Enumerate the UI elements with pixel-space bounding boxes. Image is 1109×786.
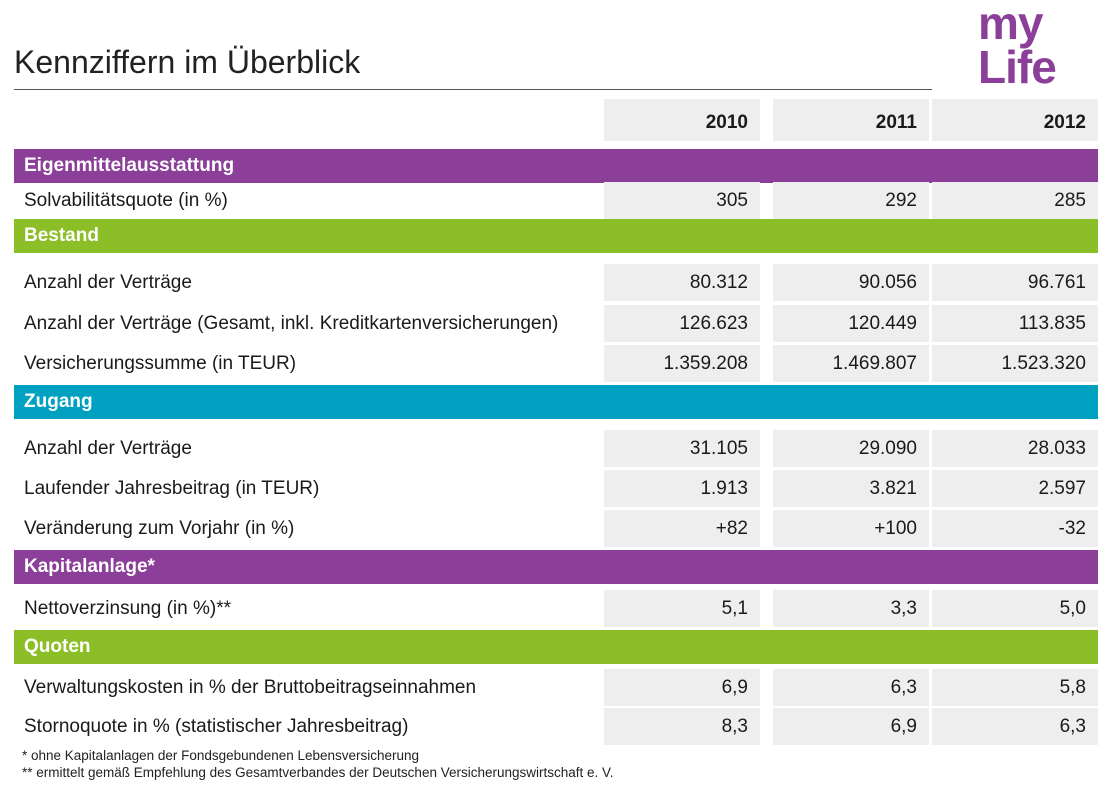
row-label: Versicherungssumme (in TEUR) xyxy=(24,353,297,374)
value-cell-2010: 31.105 xyxy=(604,430,760,467)
value-cell-2012: 5,0 xyxy=(932,590,1098,627)
value-cell-2010: +82 xyxy=(604,510,760,547)
section-header: Quoten xyxy=(14,630,1098,664)
value-cell-2012: 6,3 xyxy=(932,708,1098,745)
row-label: Anzahl der Verträge (Gesamt, inkl. Kredi… xyxy=(24,313,559,334)
footnote-1: * ohne Kapitalanlagen der Fondsgebundene… xyxy=(22,748,420,763)
year-header-row: 2010 2011 2012 xyxy=(14,99,1098,141)
value-cell-2012: 28.033 xyxy=(932,430,1098,467)
value-cell-2012: 5,8 xyxy=(932,669,1098,706)
table-row: Anzahl der Verträge (Gesamt, inkl. Kredi… xyxy=(14,305,1098,342)
value-cell-2011: 6,3 xyxy=(773,669,929,706)
value-cell-2012: 113.835 xyxy=(932,305,1098,342)
value-cell-2012: -32 xyxy=(932,510,1098,547)
section-label: Quoten xyxy=(24,636,91,657)
section-label: Zugang xyxy=(24,391,93,412)
logo-text-my: my xyxy=(978,0,1043,49)
value-cell-2010: 8,3 xyxy=(604,708,760,745)
row-label: Veränderung zum Vorjahr (in %) xyxy=(24,518,295,539)
footnote-2: ** ermittelt gemäß Empfehlung des Gesamt… xyxy=(22,765,614,780)
mylife-logo: my Life xyxy=(976,0,1076,96)
value-cell-2010: 305 xyxy=(604,182,760,219)
table-row: Anzahl der Verträge 31.105 29.090 28.033 xyxy=(14,430,1098,467)
value-cell-2010: 1.913 xyxy=(604,470,760,507)
section-label: Bestand xyxy=(24,225,99,246)
value-cell-2011: 29.090 xyxy=(773,430,929,467)
value-cell-2011: 3.821 xyxy=(773,470,929,507)
value-cell-2012: 2.597 xyxy=(932,470,1098,507)
value-cell-2010: 6,9 xyxy=(604,669,760,706)
section-header: Eigenmittelausstattung xyxy=(14,149,1098,183)
value-cell-2012: 285 xyxy=(932,182,1098,219)
value-cell-2011: 120.449 xyxy=(773,305,929,342)
value-cell-2011: 90.056 xyxy=(773,264,929,301)
row-label: Laufender Jahresbeitrag (in TEUR) xyxy=(24,478,320,499)
section-header: Zugang xyxy=(14,385,1098,419)
value-cell-2011: 292 xyxy=(773,182,929,219)
value-cell-2010: 126.623 xyxy=(604,305,760,342)
title-underline xyxy=(14,89,932,90)
row-label: Solvabilitätsquote (in %) xyxy=(24,190,228,211)
row-label: Verwaltungskosten in % der Bruttobeitrag… xyxy=(24,677,477,698)
row-label: Stornoquote in % (statistischer Jahresbe… xyxy=(24,716,409,737)
value-cell-2012: 96.761 xyxy=(932,264,1098,301)
value-cell-2011: 6,9 xyxy=(773,708,929,745)
logo-text-life: Life xyxy=(978,41,1057,93)
section-header: Bestand xyxy=(14,219,1098,253)
table-row: Versicherungssumme (in TEUR) 1.359.208 1.4… xyxy=(14,345,1098,382)
value-cell-2010: 5,1 xyxy=(604,590,760,627)
section-label: Kapitalanlage* xyxy=(24,556,155,577)
value-cell-2010: 80.312 xyxy=(604,264,760,301)
row-label: Anzahl der Verträge xyxy=(24,272,192,293)
value-cell-2012: 1.523.320 xyxy=(932,345,1098,382)
section-header: Kapitalanlage* xyxy=(14,550,1098,584)
table-row: Laufender Jahresbeitrag (in TEUR) 1.913 3.… xyxy=(14,470,1098,507)
value-cell-2010: 1.359.208 xyxy=(604,345,760,382)
year-header-2010: 2010 xyxy=(604,99,760,141)
table-row: Solvabilitätsquote (in %) 305 292 285 xyxy=(14,182,1098,219)
table-row: Nettoverzinsung (in %)** 5,1 3,3 5,0 xyxy=(14,590,1098,627)
year-header-2012: 2012 xyxy=(932,99,1098,141)
table-row: Stornoquote in % (statistischer Jahresbe… xyxy=(14,708,1098,745)
value-cell-2011: +100 xyxy=(773,510,929,547)
year-header-2011: 2011 xyxy=(773,99,929,141)
table-row: Verwaltungskosten in % der Bruttobeitrag… xyxy=(14,669,1098,706)
table-row: Anzahl der Verträge 80.312 90.056 96.761 xyxy=(14,264,1098,301)
table-row: Veränderung zum Vorjahr (in %) +82 +100 -32 xyxy=(14,510,1098,547)
value-cell-2011: 3,3 xyxy=(773,590,929,627)
row-label: Anzahl der Verträge xyxy=(24,438,192,459)
section-label: Eigenmittelausstattung xyxy=(24,155,235,176)
value-cell-2011: 1.469.807 xyxy=(773,345,929,382)
page-title: Kennziffern im Überblick xyxy=(14,44,361,80)
row-label: Nettoverzinsung (in %)** xyxy=(24,598,231,619)
